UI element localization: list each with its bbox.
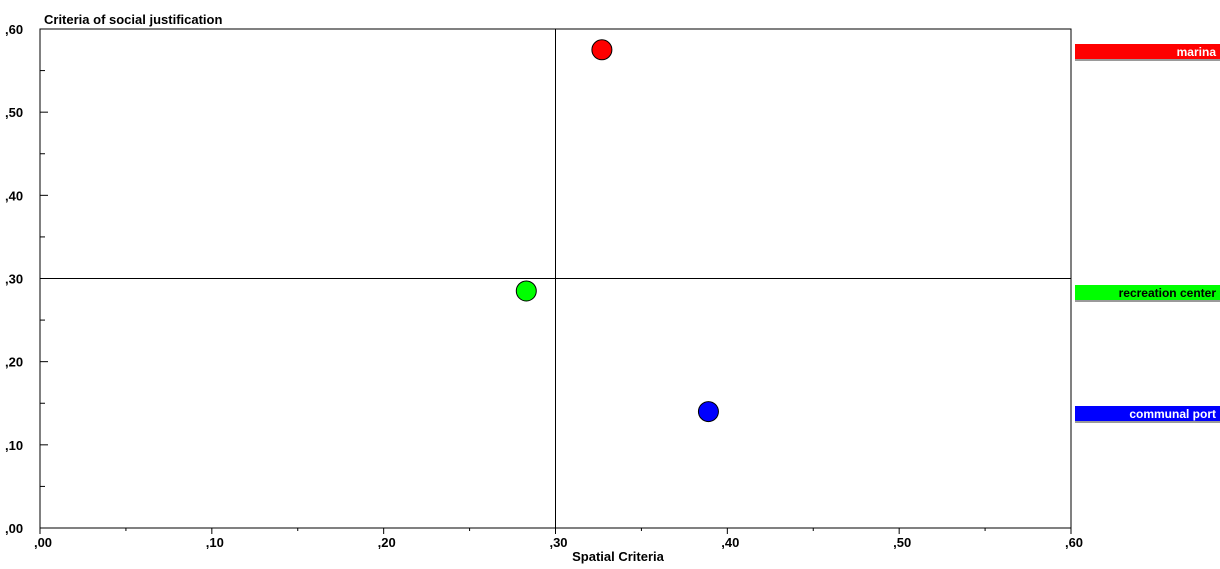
y-tick-label: ,20 xyxy=(5,355,23,370)
y-tick-label: ,40 xyxy=(5,188,23,203)
y-tick-label: ,30 xyxy=(5,272,23,287)
point-marina xyxy=(591,39,613,61)
axis-ticks: ,00 ,10 ,20 ,30 ,40 ,50 ,60 ,00 ,10 ,20 ,30 ,40 ,50,… xyxy=(5,22,1083,550)
data-points xyxy=(515,39,719,423)
y-tick-label: ,00 xyxy=(5,521,23,536)
x-tick-label: ,30 xyxy=(549,535,567,550)
legend-item-marina: marina xyxy=(1075,43,1220,61)
x-tick-label: ,60 xyxy=(1065,535,1083,550)
reference-lines xyxy=(40,29,1071,528)
y-tick-label: ,50 xyxy=(5,105,23,120)
y-tick-label: ,10 xyxy=(5,438,23,453)
legend-item-communal-port: communal port xyxy=(1075,405,1220,423)
point-communal-port xyxy=(697,401,719,423)
x-tick-label: ,40 xyxy=(721,535,739,550)
x-tick-label: ,50 xyxy=(893,535,911,550)
legend-item-recreation-center: recreation center xyxy=(1075,284,1220,302)
chart-title: Criteria of social justification xyxy=(44,12,222,27)
x-tick-label: ,20 xyxy=(378,535,396,550)
x-axis-label: Spatial Criteria xyxy=(572,549,665,564)
x-tick-label: ,00 xyxy=(34,535,52,550)
point-recreation-center xyxy=(515,280,537,302)
x-tick-label: ,10 xyxy=(206,535,224,550)
y-tick-label: ,60 xyxy=(5,22,23,37)
